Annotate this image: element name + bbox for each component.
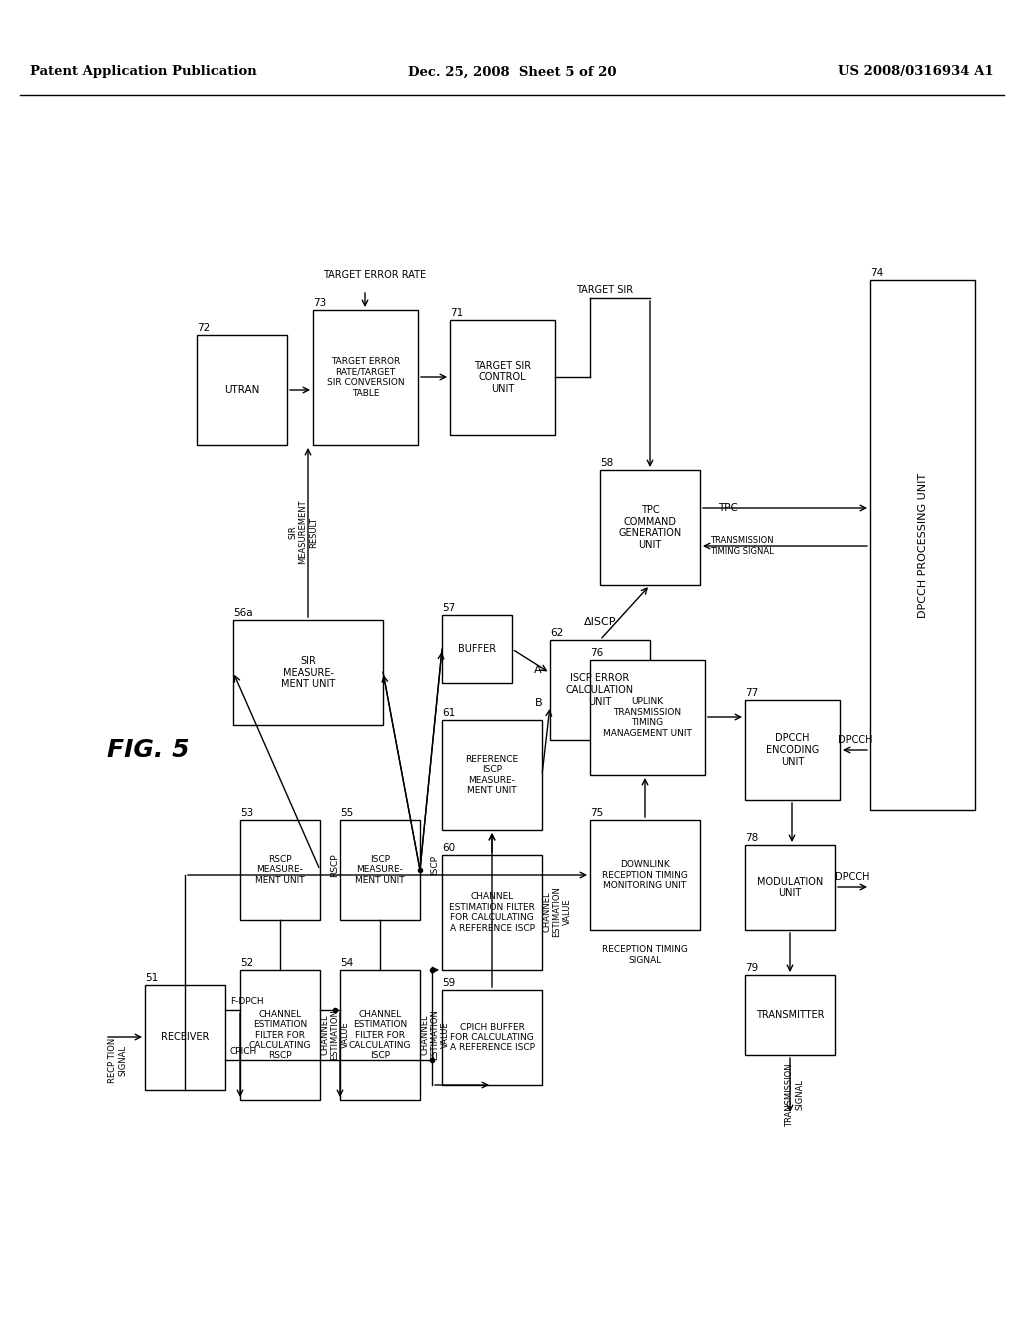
Text: CHANNEL
ESTIMATION FILTER
FOR CALCULATING
A REFERENCE ISCP: CHANNEL ESTIMATION FILTER FOR CALCULATIN…: [450, 892, 535, 933]
Text: CHANNEL
ESTIMATION
VALUE: CHANNEL ESTIMATION VALUE: [420, 1010, 450, 1060]
Bar: [340, 820, 420, 920]
Text: 73: 73: [313, 298, 327, 308]
Text: DPCCH
ENCODING
UNIT: DPCCH ENCODING UNIT: [766, 734, 819, 767]
Text: 62: 62: [550, 628, 563, 638]
Text: DPCCH: DPCCH: [838, 735, 872, 744]
Text: F-DPCH: F-DPCH: [230, 998, 263, 1006]
Text: TPC: TPC: [718, 503, 738, 513]
Bar: [550, 640, 650, 741]
Bar: [442, 990, 542, 1085]
Text: SIR
MEASUREMENT
RESULT: SIR MEASUREMENT RESULT: [288, 500, 317, 565]
Text: CHANNEL
ESTIMATION
FILTER FOR
CALCULATING
RSCP: CHANNEL ESTIMATION FILTER FOR CALCULATIN…: [249, 1010, 311, 1060]
Text: 56a: 56a: [233, 609, 253, 618]
Text: ISCP ERROR
CALCULATION
UNIT: ISCP ERROR CALCULATION UNIT: [566, 673, 634, 706]
Text: RSCP
MEASURE-
MENT UNIT: RSCP MEASURE- MENT UNIT: [255, 855, 305, 884]
Text: 53: 53: [240, 808, 253, 818]
Text: UTRAN: UTRAN: [224, 385, 260, 395]
Text: RSCP: RSCP: [331, 853, 340, 876]
Text: RECEPTION TIMING
SIGNAL: RECEPTION TIMING SIGNAL: [602, 945, 688, 965]
Text: TARGET ERROR RATE: TARGET ERROR RATE: [324, 271, 427, 280]
Text: CPICH BUFFER
FOR CALCULATING
A REFERENCE ISCP: CPICH BUFFER FOR CALCULATING A REFERENCE…: [450, 1023, 535, 1052]
Text: FIG. 5: FIG. 5: [106, 738, 189, 762]
Text: BUFFER: BUFFER: [458, 644, 496, 653]
Text: 72: 72: [197, 323, 210, 333]
Text: CHANNEL
ESTIMATION
VALUE: CHANNEL ESTIMATION VALUE: [321, 1010, 350, 1060]
Text: 74: 74: [870, 268, 884, 279]
Text: 51: 51: [145, 973, 159, 983]
Text: TRANSMISSION
SIGNAL: TRANSMISSION SIGNAL: [785, 1063, 805, 1127]
Bar: [600, 470, 700, 585]
Bar: [745, 975, 835, 1055]
Bar: [442, 615, 512, 682]
Text: 59: 59: [442, 978, 456, 987]
Text: 52: 52: [240, 958, 253, 968]
Bar: [745, 845, 835, 931]
Text: CPICH: CPICH: [230, 1048, 257, 1056]
Text: ΔISCP: ΔISCP: [584, 616, 616, 627]
Text: DPCCH PROCESSING UNIT: DPCCH PROCESSING UNIT: [918, 473, 928, 618]
Text: REFERENCE
ISCP
MEASURE-
MENT UNIT: REFERENCE ISCP MEASURE- MENT UNIT: [466, 755, 518, 795]
Text: 57: 57: [442, 603, 456, 612]
Text: RECP TION
SIGNAL: RECP TION SIGNAL: [109, 1038, 128, 1082]
Bar: [197, 335, 287, 445]
Text: 58: 58: [600, 458, 613, 469]
Text: 76: 76: [590, 648, 603, 657]
Bar: [240, 820, 319, 920]
Text: Dec. 25, 2008  Sheet 5 of 20: Dec. 25, 2008 Sheet 5 of 20: [408, 66, 616, 78]
Bar: [240, 970, 319, 1100]
Bar: [745, 700, 840, 800]
Text: 61: 61: [442, 708, 456, 718]
Text: ISCP: ISCP: [430, 855, 439, 875]
Text: RECEIVER: RECEIVER: [161, 1032, 209, 1043]
Bar: [450, 319, 555, 436]
Text: 71: 71: [450, 308, 463, 318]
Bar: [145, 985, 225, 1090]
Bar: [233, 620, 383, 725]
Text: TARGET SIR
CONTROL
UNIT: TARGET SIR CONTROL UNIT: [474, 360, 531, 395]
Bar: [340, 970, 420, 1100]
Text: Patent Application Publication: Patent Application Publication: [30, 66, 257, 78]
Text: SIR
MEASURE-
MENT UNIT: SIR MEASURE- MENT UNIT: [281, 656, 335, 689]
Bar: [590, 820, 700, 931]
Text: MODULATION
UNIT: MODULATION UNIT: [757, 876, 823, 899]
Text: 55: 55: [340, 808, 353, 818]
Text: CHANNEL
ESTIMATION
VALUE: CHANNEL ESTIMATION VALUE: [542, 887, 571, 937]
Text: 79: 79: [745, 964, 758, 973]
Text: 78: 78: [745, 833, 758, 843]
Text: DPCCH: DPCCH: [835, 873, 869, 882]
Bar: [313, 310, 418, 445]
Text: TPC
COMMAND
GENERATION
UNIT: TPC COMMAND GENERATION UNIT: [618, 506, 682, 550]
Text: DOWNLINK
RECEPTION TIMING
MONITORING UNIT: DOWNLINK RECEPTION TIMING MONITORING UNI…: [602, 861, 688, 890]
Text: 54: 54: [340, 958, 353, 968]
Text: UPLINK
TRANSMISSION
TIMING
MANAGEMENT UNIT: UPLINK TRANSMISSION TIMING MANAGEMENT UN…: [603, 697, 692, 738]
Text: TARGET ERROR
RATE/TARGET
SIR CONVERSION
TABLE: TARGET ERROR RATE/TARGET SIR CONVERSION …: [327, 358, 404, 397]
Bar: [442, 855, 542, 970]
Text: 60: 60: [442, 843, 455, 853]
Text: ISCP
MEASURE-
MENT UNIT: ISCP MEASURE- MENT UNIT: [355, 855, 404, 884]
Bar: [870, 280, 975, 810]
Text: CHANNEL
ESTIMATION
FILTER FOR
CALCULATING
ISCP: CHANNEL ESTIMATION FILTER FOR CALCULATIN…: [349, 1010, 412, 1060]
Bar: [590, 660, 705, 775]
Bar: [442, 719, 542, 830]
Text: 75: 75: [590, 808, 603, 818]
Text: US 2008/0316934 A1: US 2008/0316934 A1: [839, 66, 994, 78]
Text: TRANSMISSION
TIMING SIGNAL: TRANSMISSION TIMING SIGNAL: [710, 536, 774, 556]
Text: A: A: [535, 665, 542, 675]
Text: B: B: [535, 698, 542, 708]
Text: TRANSMITTER: TRANSMITTER: [756, 1010, 824, 1020]
Text: TARGET SIR: TARGET SIR: [577, 285, 634, 294]
Text: 77: 77: [745, 688, 758, 698]
